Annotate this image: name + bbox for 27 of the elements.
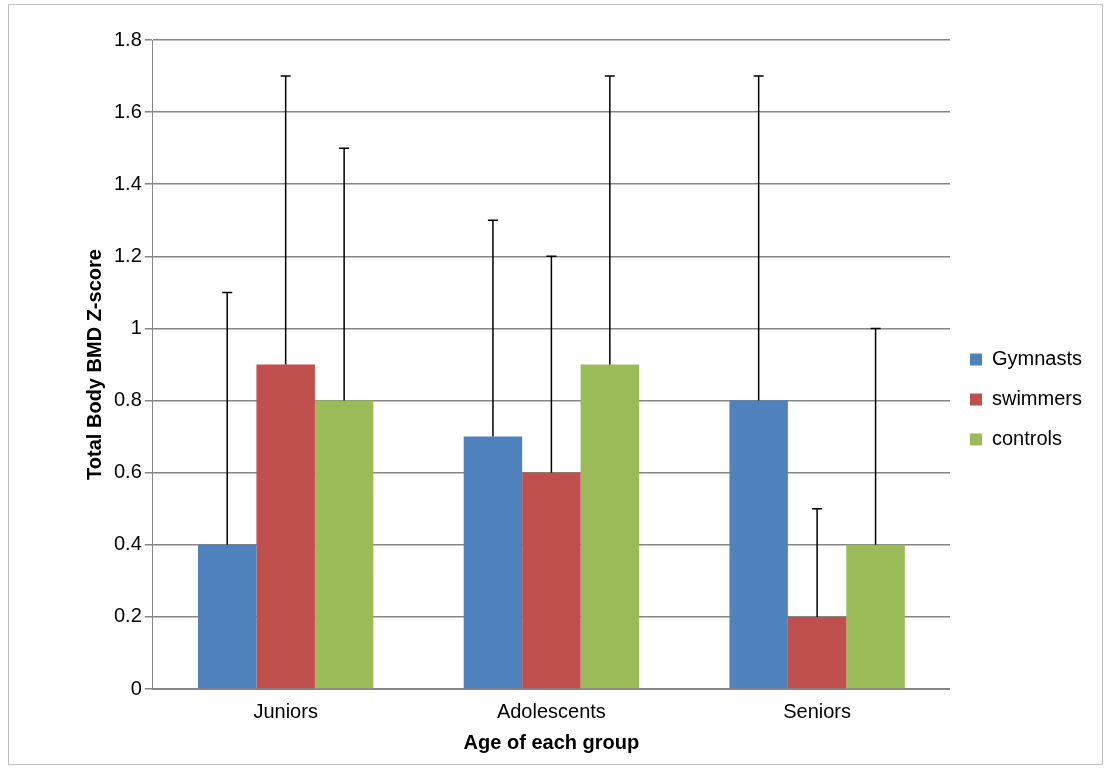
y-tick-label: 1.6 [113, 99, 142, 122]
bar [256, 364, 315, 689]
y-tick-label: 0.4 [113, 532, 142, 555]
bar [314, 400, 374, 689]
bar [522, 472, 581, 689]
x-tick-label: Adolescents [496, 699, 606, 722]
y-tick-label: 1 [130, 315, 142, 338]
bar [846, 544, 905, 689]
x-axis-title: Age of each group [463, 730, 640, 753]
y-tick-label: 1.2 [113, 243, 142, 266]
x-tick-label: Seniors [783, 699, 852, 722]
y-tick-label: 0 [130, 676, 142, 699]
y-tick-label: 0.6 [113, 460, 142, 483]
y-tick-label: 1.4 [113, 171, 142, 194]
bar [197, 544, 257, 689]
x-tick-label: Juniors [253, 699, 318, 722]
y-axis-title: Total Body BMD Z-score [82, 249, 105, 480]
bar [729, 400, 788, 689]
legend-label: Gymnasts [991, 347, 1083, 370]
y-tick-label: 1.8 [113, 27, 142, 50]
legend-label: swimmers [991, 387, 1082, 410]
bar [580, 364, 640, 689]
legend-label: controls [991, 427, 1063, 450]
y-tick-label: 0.8 [113, 388, 142, 411]
bar [787, 616, 847, 689]
bar [463, 436, 523, 689]
y-tick-label: 0.2 [113, 604, 142, 627]
